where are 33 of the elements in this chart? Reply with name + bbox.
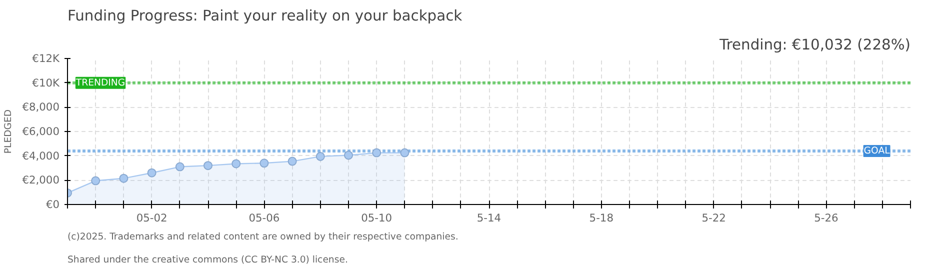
x-tick-label: 5-26 (814, 212, 839, 224)
point (175, 162, 184, 172)
point (372, 148, 382, 158)
point (204, 161, 212, 170)
x-tick-label: 5-18 (589, 212, 614, 224)
chart-subtitle: Trending: €10,032 (228%) (718, 36, 911, 54)
y-tick-label: €0 (46, 198, 60, 211)
x-tick-label: 5-22 (702, 212, 726, 224)
y-tick-label: €6,000 (22, 125, 60, 138)
point (288, 156, 297, 166)
y-tick-label: €8,000 (22, 100, 60, 114)
point (316, 152, 325, 161)
ref-line-label: GOAL (864, 145, 891, 156)
point (344, 150, 353, 160)
y-tick-label: €12K (32, 52, 61, 65)
text: (c)2025. Trademarks and related content are owned by their respective companies. (68, 232, 458, 242)
point (147, 168, 156, 178)
point (260, 158, 269, 168)
point (232, 159, 241, 168)
x-tick-label: 5-14 (476, 212, 502, 224)
point (119, 174, 128, 183)
point (91, 176, 100, 186)
x-tick-label: 05-06 (248, 212, 280, 224)
y-tick-label: €10K (32, 76, 61, 90)
x-tick-label: 05-02 (136, 212, 168, 224)
chart-title: Funding Progress: Paint your reality on your backpack (68, 8, 463, 24)
point (400, 148, 410, 158)
y-tick-label: €2,000 (22, 174, 60, 187)
ref-line-label: TRENDING (74, 77, 126, 88)
text: Shared under the creative commons (CC BY-NC 3.0) license. (68, 254, 348, 266)
x-tick-label: 05-10 (361, 212, 392, 224)
y-axis-title: PLEDGED (3, 109, 14, 154)
y-tick-label: €4,000 (22, 149, 60, 162)
